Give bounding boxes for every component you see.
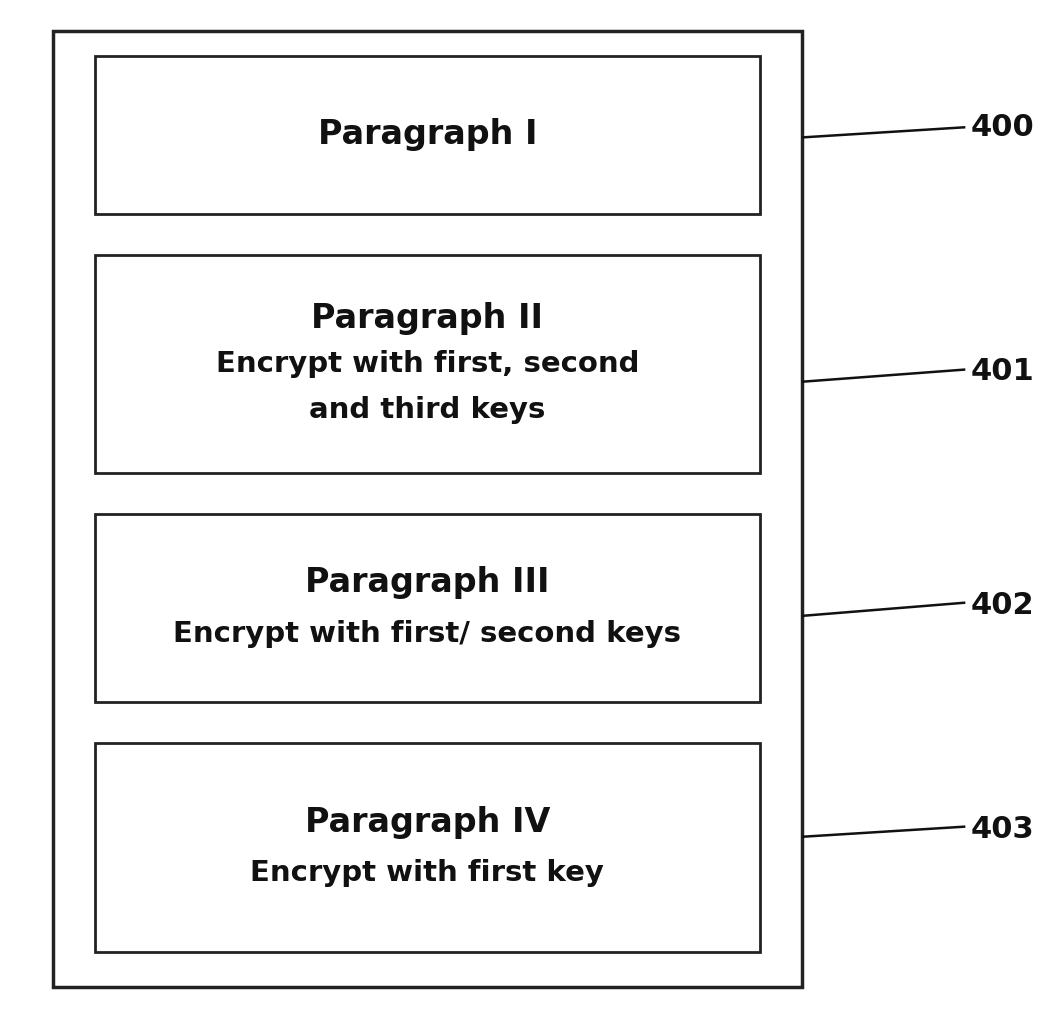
Text: Encrypt with first key: Encrypt with first key [250, 859, 605, 887]
Text: Encrypt with first, second: Encrypt with first, second [215, 350, 639, 378]
Text: Encrypt with first/ second keys: Encrypt with first/ second keys [173, 620, 682, 647]
Text: Paragraph IV: Paragraph IV [305, 805, 550, 839]
Text: 403: 403 [971, 815, 1034, 844]
Text: 402: 402 [971, 591, 1034, 620]
Text: Paragraph I: Paragraph I [318, 118, 537, 152]
Bar [95, 514, 760, 702]
Text: Paragraph II: Paragraph II [311, 301, 543, 335]
Bar [53, 31, 802, 987]
Text: 401: 401 [971, 357, 1034, 386]
Bar [95, 743, 760, 952]
Text: and third keys: and third keys [309, 396, 545, 423]
Text: Paragraph III: Paragraph III [305, 566, 550, 600]
Text: 400: 400 [971, 113, 1034, 142]
Bar [95, 254, 760, 473]
Bar [95, 56, 760, 214]
